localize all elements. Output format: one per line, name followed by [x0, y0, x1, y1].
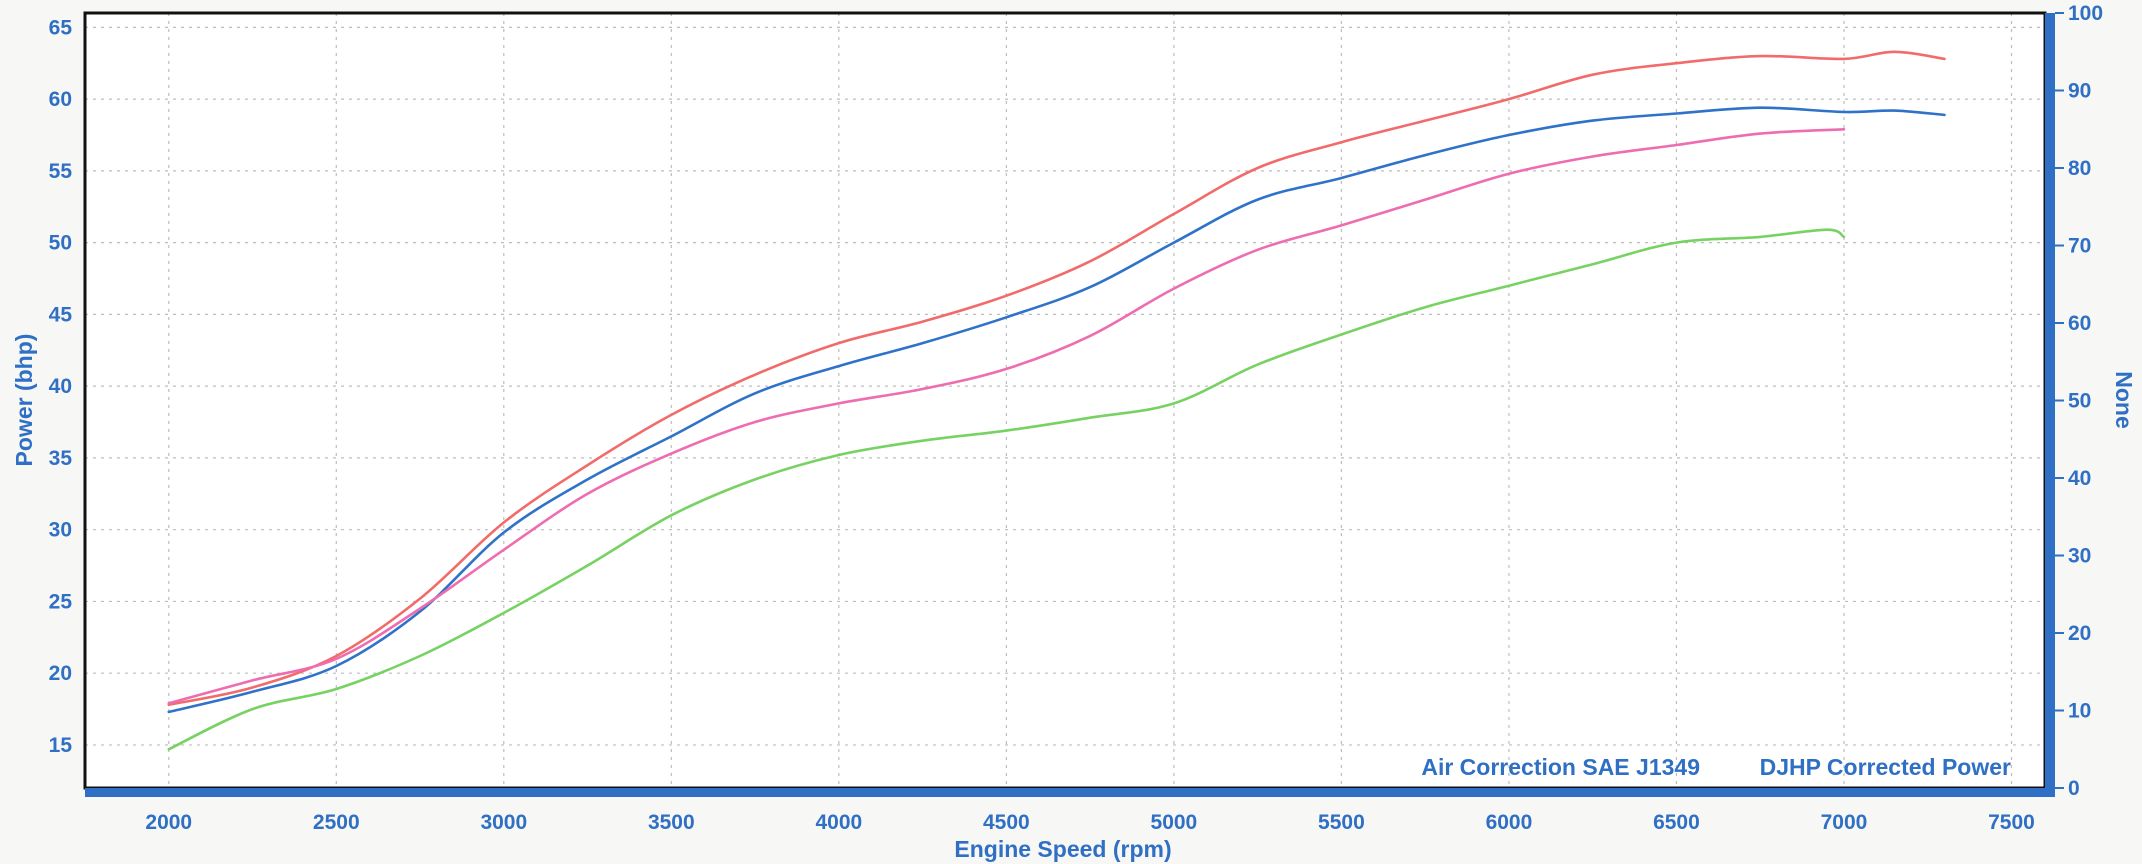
x-tick-label: 7000: [1821, 811, 1868, 834]
y2-tick-label: 90: [2068, 80, 2091, 103]
x-tick-label: 2500: [313, 811, 360, 834]
x-tick-label: 5500: [1318, 811, 1365, 834]
series-line-1: [167, 50, 1946, 707]
x-axis-title: Engine Speed (rpm): [954, 836, 1171, 862]
y2-tick-label: 10: [2068, 700, 2091, 723]
y2-tick-label: 20: [2068, 622, 2091, 645]
y2-axis-title: None: [2111, 371, 2137, 429]
y2-tick-label: 40: [2068, 467, 2091, 490]
y-tick-label: 65: [49, 16, 73, 39]
y-tick-label: 45: [49, 303, 73, 326]
y2-tick-label: 0: [2068, 777, 2080, 800]
annotation-air-correction: Air Correction SAE J1349: [1421, 754, 1700, 780]
tick-labels: 2000 2500 3000 3500 4000 4500 5000 5500 6000 6500…: [49, 2, 2103, 834]
x-tick-label: 2000: [145, 811, 192, 834]
y2-tick-label: 100: [2068, 2, 2103, 25]
x-tick-label: 6500: [1653, 811, 1700, 834]
x-tick-label: 6000: [1486, 811, 1533, 834]
y-tick-label: 25: [49, 590, 73, 613]
y-tick-label: 55: [49, 160, 73, 183]
series-line-3: [167, 128, 1846, 705]
x-tick-label: 7500: [1988, 811, 2035, 834]
series-line-2: [167, 106, 1946, 714]
x-tick-label: 3500: [648, 811, 695, 834]
y-axis-title: Power (bhp): [11, 334, 37, 467]
x-tick-label: 4500: [983, 811, 1030, 834]
series-layer: [167, 50, 1946, 751]
y2-tick-label: 70: [2068, 235, 2091, 258]
x-axis-bar: [85, 788, 2045, 797]
x-tick-label: 4000: [815, 811, 862, 834]
y2-tick-label: 80: [2068, 157, 2091, 180]
y2-tick-label: 50: [2068, 390, 2091, 413]
plot-area-background: [85, 13, 2045, 788]
y-tick-label: 15: [49, 734, 73, 757]
y2-tick-label: 60: [2068, 312, 2091, 335]
y-tick-label: 30: [49, 519, 72, 542]
y2-tick-label: 30: [2068, 545, 2091, 568]
y-tick-label: 40: [49, 375, 72, 398]
y-tick-label: 20: [49, 662, 72, 685]
x-tick-label: 5000: [1151, 811, 1198, 834]
grid: [85, 13, 2045, 788]
right-axis-bar: [2045, 13, 2055, 797]
x-tick-label: 3000: [480, 811, 527, 834]
series-line-4: [167, 228, 1846, 751]
y-tick-label: 50: [49, 232, 72, 255]
y-tick-label: 35: [49, 447, 73, 470]
y-tick-label: 60: [49, 88, 72, 111]
annotation-corrected-power: DJHP Corrected Power: [1760, 754, 2011, 780]
